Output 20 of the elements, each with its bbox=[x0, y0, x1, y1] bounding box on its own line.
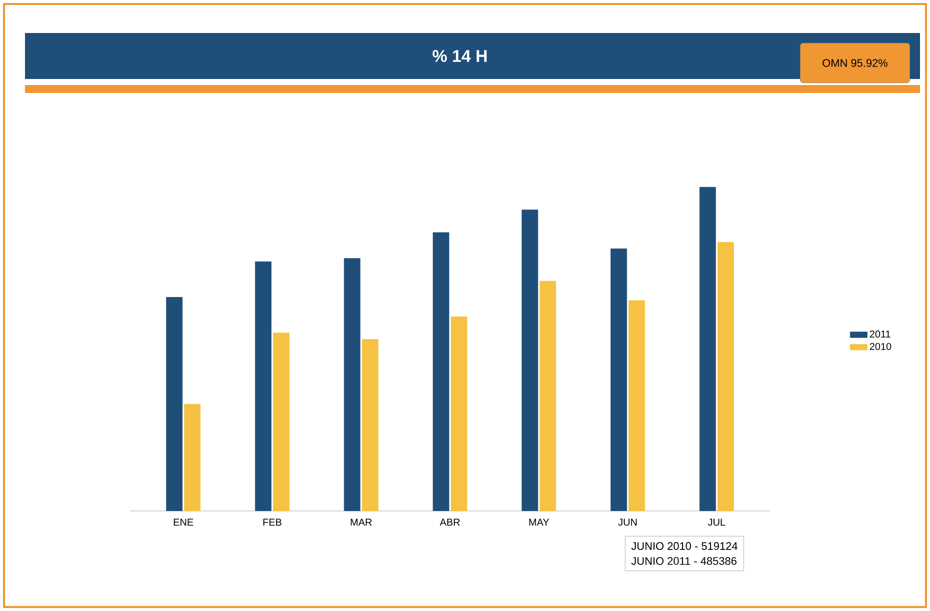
x-tick-label: FEB bbox=[263, 518, 282, 526]
bar bbox=[450, 316, 468, 511]
bar bbox=[540, 280, 556, 511]
x-tick-label: JUN bbox=[618, 518, 637, 526]
chart-title: % 14 H bbox=[432, 50, 487, 62]
bar bbox=[628, 300, 645, 511]
x-tick-label: ENE bbox=[174, 518, 194, 526]
text: OMN 95.92% bbox=[822, 59, 888, 67]
x-tick-label: MAR bbox=[350, 518, 372, 526]
text: JUNIO 2010 - 519124 bbox=[631, 542, 738, 550]
bar bbox=[362, 339, 378, 511]
bar bbox=[184, 404, 201, 511]
x-tick-label: ABR bbox=[440, 518, 460, 526]
text: JUNIO 2011 - 485386 bbox=[631, 557, 736, 565]
legend-label: 2011 bbox=[870, 330, 890, 338]
x-tick-label: JUL bbox=[708, 518, 726, 526]
bar bbox=[717, 242, 734, 511]
x-tick-label: MAY bbox=[529, 518, 550, 526]
bar bbox=[273, 332, 290, 511]
legend-label: 2010 bbox=[870, 342, 892, 350]
